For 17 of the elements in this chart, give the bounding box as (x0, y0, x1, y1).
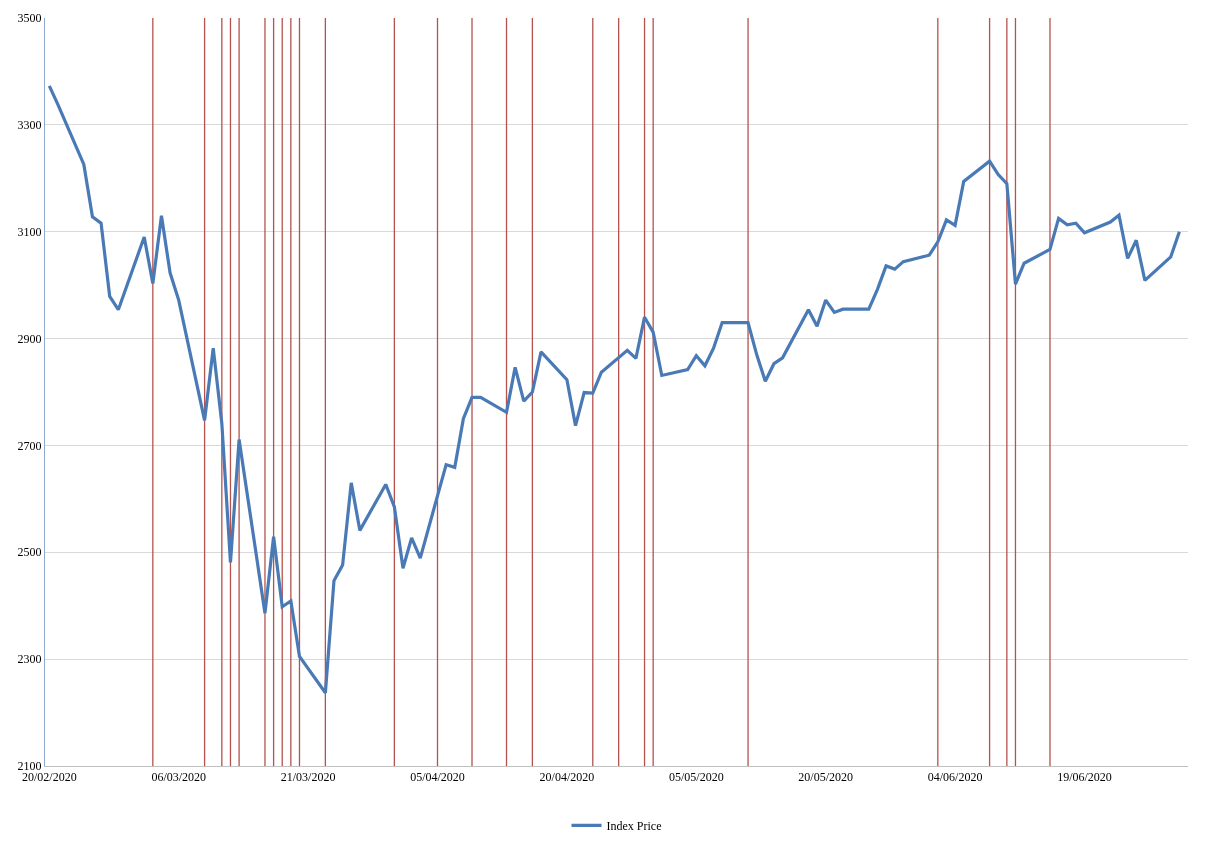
y-tick-label: 3500 (17, 11, 42, 26)
legend-label: Index Price (606, 819, 662, 834)
y-tick-label: 2900 (17, 331, 42, 346)
x-tick-label: 20/05/2020 (798, 770, 854, 785)
y-tick-label: 3300 (17, 118, 42, 133)
y-tick-label: 3100 (17, 224, 42, 239)
x-tick-label: 05/04/2020 (410, 770, 465, 785)
line-series (47, 84, 1181, 695)
y-tick-label: 2300 (17, 652, 42, 667)
x-tick-label: 20/04/2020 (539, 770, 595, 785)
x-tick-label: 04/06/2020 (927, 770, 983, 785)
x-tick-label: 06/03/2020 (151, 770, 207, 785)
x-tick-label: 19/06/2020 (1057, 770, 1112, 785)
x-tick-label: 05/05/2020 (668, 770, 724, 785)
x-tick-label: 21/03/2020 (280, 770, 336, 785)
y-tick-label: 2500 (17, 545, 42, 560)
y-tick-label: 2700 (17, 438, 42, 453)
